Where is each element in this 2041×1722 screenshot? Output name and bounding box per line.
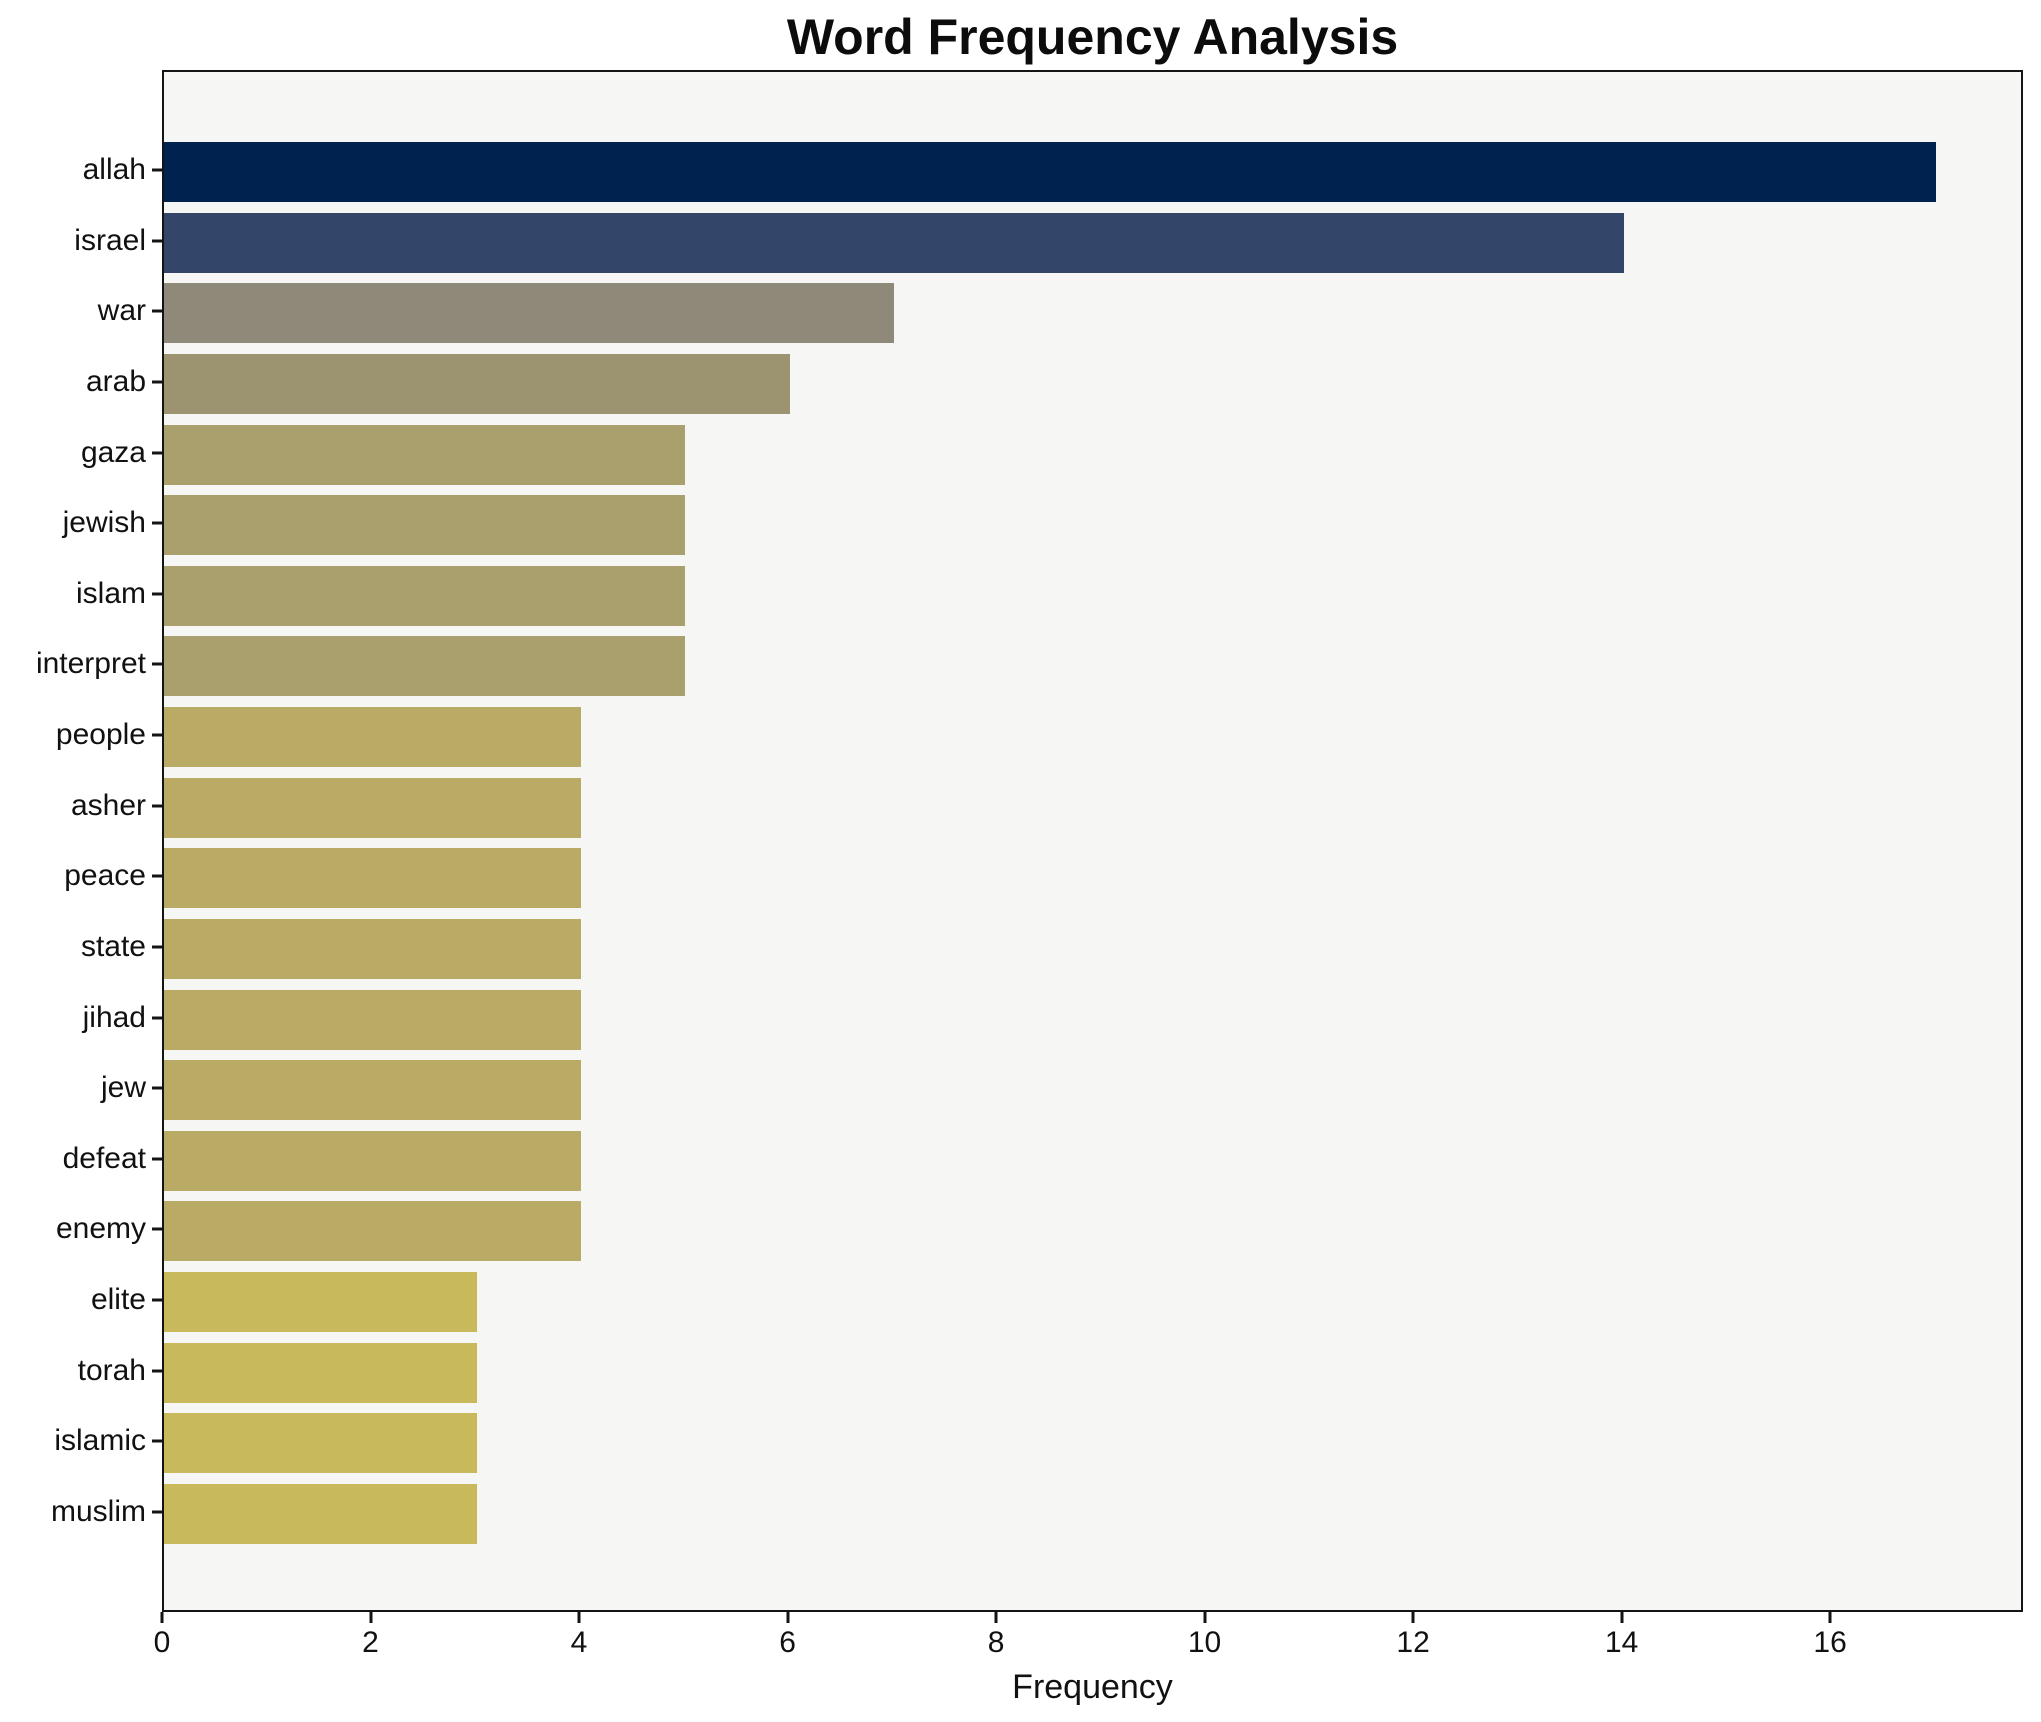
bar-jew bbox=[164, 1060, 582, 1121]
x-tick-label-2: 2 bbox=[362, 1626, 379, 1659]
x-tick-label-14: 14 bbox=[1604, 1626, 1639, 1659]
bar-islamic bbox=[164, 1413, 477, 1474]
y-tick-mark bbox=[152, 1439, 162, 1443]
y-tick-label-gaza: gaza bbox=[80, 435, 146, 469]
y-tick-mark bbox=[152, 662, 162, 666]
y-tick-mark bbox=[152, 733, 162, 737]
y-tick-mark bbox=[152, 1227, 162, 1231]
y-tick-label-enemy: enemy bbox=[55, 1212, 146, 1246]
y-tick-label-torah: torah bbox=[77, 1353, 146, 1387]
x-tick-label-16: 16 bbox=[1813, 1626, 1847, 1659]
bar-peace bbox=[164, 848, 582, 909]
y-tick-label-allah: allah bbox=[82, 153, 146, 186]
y-tick-label-islam: islam bbox=[75, 576, 146, 610]
y-tick-mark bbox=[152, 168, 162, 172]
x-tick-mark bbox=[1620, 1612, 1624, 1623]
x-tick-label-4: 4 bbox=[570, 1626, 588, 1659]
bar-jihad bbox=[164, 989, 582, 1050]
bar-torah bbox=[164, 1342, 477, 1403]
plot-area bbox=[162, 70, 2023, 1612]
y-tick-label-interpret: interpret bbox=[35, 647, 146, 681]
y-tick-mark bbox=[152, 521, 162, 525]
y-tick-label-jewish: jewish bbox=[62, 506, 146, 540]
y-tick-label-defeat: defeat bbox=[62, 1141, 146, 1175]
x-tick-mark bbox=[1203, 1612, 1207, 1623]
bar-arab bbox=[164, 353, 790, 414]
x-tick-mark bbox=[369, 1612, 372, 1623]
x-tick-mark bbox=[1411, 1612, 1415, 1623]
bar-interpret bbox=[164, 636, 686, 697]
bar-enemy bbox=[164, 1201, 582, 1262]
bar-state bbox=[164, 918, 582, 979]
y-tick-mark bbox=[152, 804, 162, 808]
y-tick-mark bbox=[152, 1086, 162, 1090]
y-tick-label-state: state bbox=[80, 929, 146, 963]
y-tick-mark bbox=[152, 592, 162, 596]
bar-muslim bbox=[164, 1483, 477, 1544]
bar-people bbox=[164, 707, 582, 768]
y-tick-mark bbox=[152, 945, 162, 949]
chart-title: Word Frequency Analysis bbox=[786, 9, 1399, 65]
x-tick-label-8: 8 bbox=[987, 1626, 1005, 1659]
y-tick-mark bbox=[152, 1298, 162, 1302]
y-tick-label-arab: arab bbox=[85, 364, 146, 398]
bar-asher bbox=[164, 777, 582, 838]
y-tick-label-jew: jew bbox=[100, 1071, 146, 1105]
y-tick-label-peace: peace bbox=[64, 859, 146, 893]
x-tick-label-6: 6 bbox=[779, 1626, 796, 1659]
y-tick-mark bbox=[152, 1369, 162, 1373]
x-tick-mark bbox=[160, 1612, 164, 1623]
x-axis-label: Frequency bbox=[1012, 1668, 1173, 1706]
bar-jewish bbox=[164, 495, 686, 556]
y-tick-mark bbox=[152, 874, 162, 878]
y-tick-mark bbox=[152, 1510, 162, 1514]
y-tick-label-elite: elite bbox=[90, 1283, 146, 1317]
y-tick-mark bbox=[152, 1016, 162, 1020]
x-tick-label-0: 0 bbox=[153, 1626, 171, 1659]
x-tick-label-10: 10 bbox=[1187, 1626, 1222, 1659]
bar-islam bbox=[164, 565, 686, 626]
y-tick-label-jihad: jihad bbox=[82, 1000, 146, 1034]
x-tick-mark bbox=[1828, 1612, 1832, 1623]
bar-israel bbox=[164, 212, 1624, 273]
y-tick-label-war: war bbox=[97, 294, 146, 328]
y-tick-mark bbox=[152, 451, 162, 455]
y-tick-label-people: people bbox=[55, 718, 146, 752]
y-tick-label-asher: asher bbox=[70, 788, 146, 822]
y-tick-mark bbox=[152, 239, 162, 243]
x-tick-label-12: 12 bbox=[1396, 1626, 1430, 1659]
x-tick-mark bbox=[786, 1612, 790, 1623]
y-tick-label-israel: israel bbox=[74, 223, 146, 257]
bar-allah bbox=[164, 142, 1937, 202]
bar-defeat bbox=[164, 1130, 582, 1191]
y-tick-label-muslim: muslim bbox=[51, 1494, 146, 1528]
x-tick-mark bbox=[994, 1612, 998, 1623]
y-tick-mark bbox=[152, 1157, 162, 1161]
y-tick-label-islamic: islamic bbox=[54, 1424, 146, 1458]
bar-gaza bbox=[164, 424, 686, 485]
x-tick-mark bbox=[577, 1612, 581, 1623]
y-tick-mark bbox=[152, 380, 162, 384]
y-tick-mark bbox=[152, 309, 162, 313]
bar-war bbox=[164, 283, 894, 344]
bar-elite bbox=[164, 1272, 477, 1333]
